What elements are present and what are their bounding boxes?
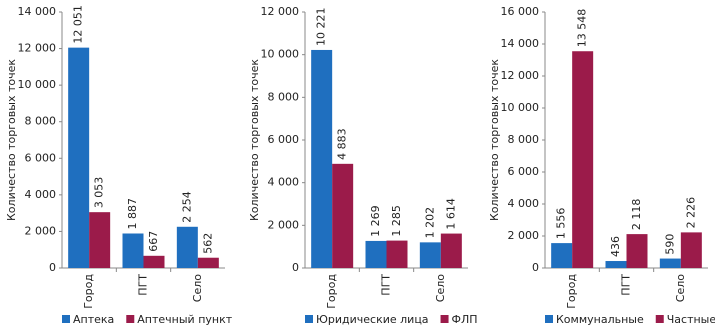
y-axis-label: Количество торговых точек — [248, 59, 261, 221]
x-tick-label: Город — [565, 274, 578, 309]
bar — [122, 233, 144, 268]
y-tick-label: 8 000 — [508, 133, 540, 146]
bar — [311, 49, 333, 269]
y-tick-label: 8 000 — [25, 115, 57, 128]
y-tick-label: 10 000 — [18, 78, 57, 91]
y-tick-label: 6 000 — [508, 165, 540, 178]
legend-label: ФЛП — [452, 313, 478, 326]
bar — [626, 234, 648, 268]
value-label: 4 883 — [336, 128, 349, 160]
y-tick-label: 6 000 — [25, 151, 57, 164]
legend-swatch — [62, 315, 70, 323]
legend-swatch — [305, 315, 313, 323]
legend-label: Аптечный пункт — [137, 313, 232, 326]
value-label: 1 556 — [555, 208, 568, 240]
y-tick-label: 12 000 — [501, 69, 540, 82]
value-label: 436 — [609, 236, 622, 257]
value-label: 10 221 — [315, 7, 328, 46]
bar — [89, 212, 111, 268]
x-tick-label: ПГТ — [620, 274, 633, 296]
y-tick-label: 10 000 — [261, 48, 300, 61]
bar — [659, 258, 681, 268]
bar — [176, 226, 198, 268]
x-tick-label: ПГТ — [380, 274, 393, 296]
y-tick-label: 0 — [49, 261, 56, 274]
x-tick-label: Село — [191, 274, 204, 302]
value-label: 1 887 — [126, 198, 139, 230]
y-axis-label: Количество торговых точек — [488, 59, 501, 221]
legend-label: Частные — [667, 313, 715, 326]
y-tick-label: 0 — [292, 261, 299, 274]
legend-swatch — [655, 315, 664, 323]
y-tick-label: 4 000 — [25, 188, 57, 201]
x-tick-label: Город — [82, 274, 95, 309]
value-label: 3 053 — [93, 177, 106, 208]
bar — [680, 232, 702, 268]
legend-label: Коммунальные — [556, 313, 644, 326]
value-label: 1 202 — [423, 207, 436, 239]
value-label: 562 — [201, 233, 214, 254]
y-axis-label: Количество торговых точек — [5, 59, 18, 221]
value-label: 12 051 — [72, 5, 85, 44]
value-label: 13 548 — [576, 9, 589, 48]
bar — [386, 240, 408, 268]
value-label: 1 269 — [369, 205, 382, 237]
bar — [419, 242, 441, 268]
bar — [68, 47, 90, 269]
bar — [551, 243, 573, 268]
y-tick-label: 8 000 — [268, 90, 300, 103]
y-tick-label: 4 000 — [508, 197, 540, 210]
legend-swatch — [126, 315, 135, 323]
bar — [605, 261, 627, 268]
bar — [197, 257, 219, 268]
value-label: 2 254 — [180, 191, 193, 223]
x-tick-label: ПГТ — [137, 274, 150, 296]
value-label: 2 226 — [684, 197, 697, 229]
value-label: 667 — [147, 231, 160, 252]
value-label: 1 285 — [390, 205, 403, 237]
y-tick-label: 16 000 — [501, 5, 540, 18]
legend-swatch — [440, 315, 449, 323]
y-tick-label: 2 000 — [268, 218, 300, 231]
x-tick-label: Село — [674, 274, 687, 302]
bar — [332, 163, 354, 268]
value-label: 590 — [663, 234, 676, 255]
legend-swatch — [545, 315, 553, 323]
legend-label: Аптека — [73, 313, 114, 326]
value-label: 1 614 — [444, 198, 457, 230]
y-tick-label: 14 000 — [18, 5, 57, 18]
y-tick-label: 2 000 — [25, 224, 57, 237]
bar — [143, 255, 165, 268]
y-tick-label: 0 — [532, 261, 539, 274]
x-tick-label: Село — [434, 274, 447, 302]
y-tick-label: 4 000 — [268, 176, 300, 189]
y-tick-label: 12 000 — [18, 42, 57, 55]
value-label: 2 118 — [630, 199, 643, 231]
bar — [440, 233, 462, 268]
y-tick-label: 6 000 — [268, 133, 300, 146]
bar — [572, 51, 594, 269]
bar — [365, 240, 387, 268]
x-tick-label: Город — [325, 274, 338, 309]
y-tick-label: 10 000 — [501, 101, 540, 114]
y-tick-label: 12 000 — [261, 5, 300, 18]
legend-label: Юридические лица — [316, 313, 429, 326]
y-tick-label: 14 000 — [501, 37, 540, 50]
y-tick-label: 2 000 — [508, 229, 540, 242]
